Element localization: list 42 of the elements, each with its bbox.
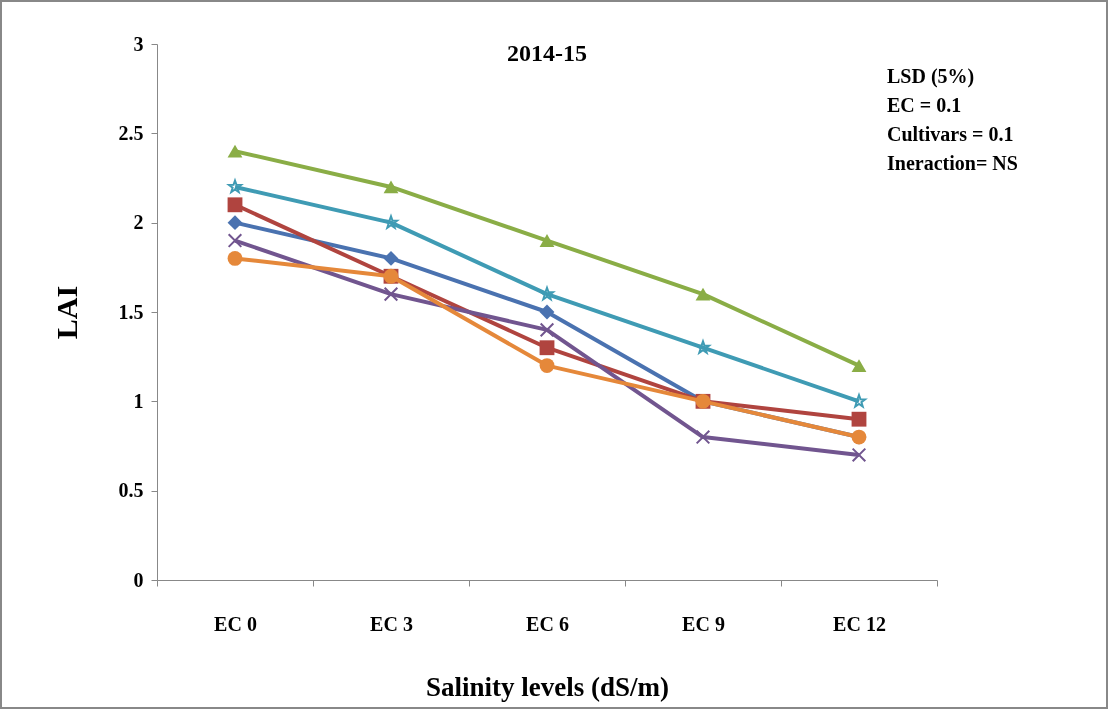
point (539, 234, 555, 247)
point (383, 215, 399, 229)
point (539, 304, 555, 320)
x-tick-label: EC 6 (526, 612, 569, 635)
point (851, 394, 867, 408)
point (695, 340, 711, 354)
point (226, 177, 244, 195)
annotation: Ineraction= NS (887, 152, 1018, 174)
y-tick-label: 0 (133, 568, 144, 591)
point (227, 144, 243, 158)
point (383, 286, 399, 302)
point (539, 322, 555, 338)
annotation: Cultivars = 0.1 (887, 123, 1014, 145)
point (695, 287, 711, 301)
y-tick-label: 2 (133, 211, 144, 234)
point (539, 286, 555, 301)
chart-title: 2014-15 (507, 40, 587, 66)
x-tick-label: EC 0 (214, 612, 257, 635)
point (383, 180, 399, 194)
y-tick-label: 2.5 (118, 121, 144, 144)
y-axis-title: LAI (49, 285, 83, 340)
annotation: EC = 0.1 (887, 94, 962, 116)
point (383, 250, 399, 266)
point (851, 359, 867, 373)
point (851, 447, 867, 463)
y-tick-label: 0.5 (118, 479, 144, 502)
y-tick-label: 1 (133, 389, 144, 412)
point (227, 233, 243, 248)
annotation: LSD (5%) (887, 65, 975, 88)
point (695, 429, 711, 445)
point (539, 358, 555, 373)
x-tick-label: EC 3 (370, 612, 413, 635)
point (227, 215, 243, 231)
y-tick-label: 1.5 (118, 300, 144, 323)
y-tick-label: 3 (133, 32, 144, 55)
point (227, 251, 243, 266)
point (851, 411, 867, 427)
point (227, 197, 243, 213)
x-tick-label: EC 9 (682, 612, 725, 635)
x-tick-label: EC 12 (833, 612, 886, 635)
point (539, 340, 555, 356)
x-axis-title: Salinity levels (dS/m) (425, 671, 670, 702)
